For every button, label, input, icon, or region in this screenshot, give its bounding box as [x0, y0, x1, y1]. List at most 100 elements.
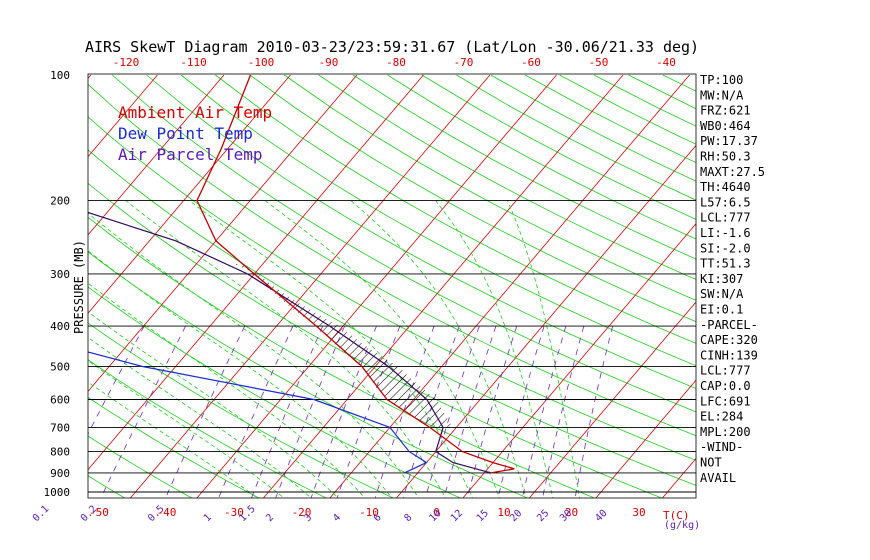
isotherm-line — [528, 301, 696, 498]
sounding-index-label: -PARCEL- — [700, 318, 758, 332]
top-temperature-tick-label: -50 — [589, 56, 609, 69]
bottom-temperature-tick-label: -40 — [157, 506, 177, 519]
moist-adiabat-line — [88, 336, 312, 498]
mixing-ratio-line — [497, 325, 545, 498]
moist-adiabats — [88, 200, 581, 498]
legend-dew-point: Dew Point Temp — [118, 124, 253, 143]
mixing-ratio-line — [521, 325, 567, 498]
mixing-ratio-line — [425, 325, 480, 498]
bottom-temperature-tick-label: 20 — [565, 506, 578, 519]
moist-adiabat-line — [88, 250, 393, 498]
dry-adiabat-line — [318, 74, 696, 280]
mixing-ratio-line — [218, 325, 294, 498]
dry-adiabat-line — [146, 74, 696, 389]
pressure-tick-label: 800 — [50, 446, 70, 459]
mixing-ratio-tick-label: 25 — [535, 508, 551, 524]
bottom-temperature-ticks: -50 -40 -30 -20 -10 0 10 20 30 — [89, 506, 646, 519]
top-temperature-tick-label: -110 — [180, 56, 207, 69]
mixing-ratio-line — [542, 325, 585, 498]
dry-adiabat-line — [0, 75, 59, 499]
sounding-index-label: RH:50.3 — [700, 150, 751, 164]
mixing-ratio-line — [251, 325, 324, 498]
dry-adiabat-line — [88, 83, 696, 437]
legend-air-parcel: Air Parcel Temp — [118, 145, 263, 164]
dry-adiabat-line — [88, 149, 696, 486]
mixing-ratio-tick-label: 40 — [593, 508, 609, 524]
isotherm-line — [462, 223, 696, 498]
mixing-ratio-line — [443, 325, 497, 498]
dry-adiabat-line — [111, 74, 696, 413]
mixing-ratio-tick-label: 8 — [402, 512, 414, 524]
sounding-index-label: AVAIL — [700, 471, 736, 485]
sounding-index-label: NOT — [700, 456, 722, 470]
top-temperature-tick-label: -100 — [248, 56, 275, 69]
sounding-index-label: MPL:200 — [700, 425, 751, 439]
pressure-tick-label: 100 — [50, 69, 70, 82]
dry-adiabat-line — [352, 74, 696, 260]
isotherm-line — [661, 457, 696, 498]
sounding-index-label: CINH:139 — [700, 348, 758, 362]
dry-adiabat-line — [88, 182, 663, 498]
isotherm-line — [129, 74, 491, 498]
sounding-index-label: TT:51.3 — [700, 257, 751, 271]
dry-adiabat-line — [88, 396, 260, 498]
sounding-index-label: TH:4640 — [700, 180, 751, 194]
bottom-temperature-tick-label: -30 — [224, 506, 244, 519]
top-temperature-tick-label: -80 — [386, 56, 406, 69]
moist-adiabat-line — [507, 200, 581, 498]
sounding-index-label: L57:6.5 — [700, 195, 751, 209]
mixing-ratio-tick-label: 4 — [331, 512, 343, 524]
sounding-index-label: FRZ:621 — [700, 104, 751, 118]
isotherm-line — [595, 379, 696, 498]
pressure-tick-label: 400 — [50, 320, 70, 333]
sounding-index-label: LCL:777 — [700, 211, 751, 225]
sounding-index-label: KI:307 — [700, 272, 743, 286]
sounding-index-label: LI:-1.6 — [700, 226, 751, 240]
mixing-ratio-tick-label: 2 — [264, 512, 276, 524]
chart-title: AIRS SkewT Diagram 2010-03-23/23:59:31.6… — [85, 38, 699, 56]
top-temperature-tick-label: -60 — [521, 56, 541, 69]
sounding-index-label: LFC:691 — [700, 394, 751, 408]
moist-adiabat-line — [350, 200, 527, 498]
dry-adiabat-line — [180, 74, 696, 367]
isotherm-line — [88, 74, 424, 471]
pressure-tick-label: 500 — [50, 360, 70, 373]
isotherm-line — [395, 144, 696, 498]
mixing-ratio-lines — [88, 325, 614, 498]
isotherms — [88, 74, 696, 498]
air-parcel-temp-line — [88, 211, 492, 474]
ambient-air-temp-line — [196, 74, 515, 474]
isotherm-line — [88, 74, 358, 393]
mixing-ratio-tick-label: 0.1 — [31, 504, 52, 525]
mixing-ratio-line — [165, 325, 246, 498]
top-temperature-ticks: -120 -110 -100 -90 -80 -70 -60 -50 -40 — [113, 56, 676, 69]
mixing-ratio-tick-label: 15 — [475, 508, 491, 524]
top-temperature-tick-label: -40 — [656, 56, 676, 69]
dry-adiabat-line — [215, 74, 696, 344]
dry-adiabat-line — [249, 74, 696, 323]
mixing-ratio-tick-label: 10 — [427, 508, 443, 524]
moist-adiabat-line — [88, 360, 285, 498]
sounding-index-label: WB0:464 — [700, 119, 751, 133]
moist-adiabat-line — [435, 200, 554, 498]
dry-adiabat-line — [88, 116, 696, 461]
bottom-temperature-tick-label: -20 — [292, 506, 312, 519]
dry-adiabat-line — [662, 74, 696, 92]
sounding-index-label: PW:17.37 — [700, 134, 758, 148]
sounding-index-label: -WIND- — [700, 440, 743, 454]
legend-ambient-temp: Ambient Air Temp — [118, 103, 272, 122]
bottom-temperature-tick-label: 30 — [632, 506, 645, 519]
sounding-index-label: EI:0.1 — [700, 303, 743, 317]
top-temperature-tick-label: -90 — [319, 56, 339, 69]
dry-adiabat-line — [88, 435, 193, 498]
sounding-index-label: TP:100 — [700, 73, 743, 87]
moist-adiabat-line — [88, 282, 366, 498]
bottom-temperature-tick-label: 0 — [433, 506, 440, 519]
top-temperature-tick-label: -70 — [454, 56, 474, 69]
moist-adiabat-line — [88, 381, 258, 498]
pressure-tick-label: 300 — [50, 268, 70, 281]
sounding-index-label: CAP:0.0 — [700, 379, 751, 393]
dry-adiabat-line — [490, 74, 696, 182]
